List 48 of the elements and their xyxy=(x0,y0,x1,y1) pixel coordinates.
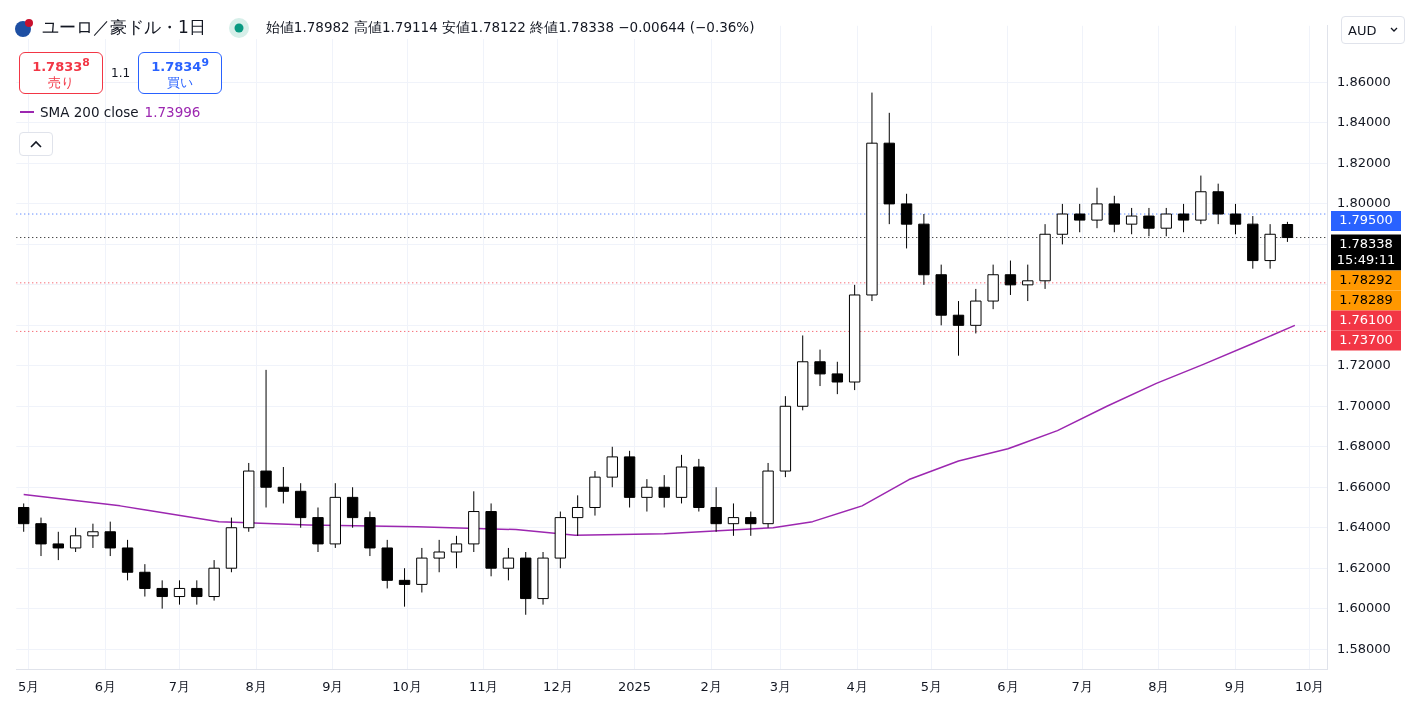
x-tick-label: 9月 xyxy=(322,678,344,694)
y-tick-label: 1.84000 xyxy=(1337,114,1391,130)
annotation: 1.7834$^{9}$ xyxy=(150,56,210,75)
x-tick-label: 6月 xyxy=(94,678,116,694)
annotation: 1.1 xyxy=(111,66,131,80)
annotation: 1.73996 xyxy=(144,104,201,120)
y-tick-label: 1.86000 xyxy=(1337,73,1391,89)
y-tick-label: 1.72000 xyxy=(1337,357,1391,373)
x-tick-label: 3月 xyxy=(769,678,792,694)
y-tick-label: 1.66000 xyxy=(1337,478,1391,494)
x-tick-label: 5月 xyxy=(920,678,942,694)
x-tick-label: 7月 xyxy=(168,678,191,694)
x-tick-label: 8月 xyxy=(245,678,267,694)
x-tick-label: 4月 xyxy=(846,678,868,694)
y-tick-label: 1.64000 xyxy=(1337,519,1391,535)
x-tick-label: 9月 xyxy=(1224,678,1247,694)
x-tick-label: 12月 xyxy=(543,678,573,694)
y-tick-label: 1.80000 xyxy=(1337,195,1391,211)
ref-line-label: 1.76100 xyxy=(1339,311,1393,327)
candlestick xyxy=(1091,187,1103,229)
text: AUD xyxy=(1348,22,1377,38)
x-tick-label: 6月 xyxy=(997,678,1019,694)
x-tick-label: 5月 xyxy=(17,678,40,694)
y-tick-label: 1.70000 xyxy=(1337,397,1391,413)
y-tick-label: 1.62000 xyxy=(1337,559,1391,575)
annotation: 買い xyxy=(166,74,195,93)
annotation: 売り xyxy=(47,74,75,93)
ref-line-label: 1.73700 xyxy=(1339,331,1393,347)
candlestick xyxy=(35,517,47,557)
y-tick-label: 1.60000 xyxy=(1337,600,1391,616)
x-tick-label: 11月 xyxy=(468,678,499,694)
x-tick-label: 2月 xyxy=(700,678,722,694)
y-tick-label: 1.68000 xyxy=(1337,438,1391,454)
y-tick-label: 1.82000 xyxy=(1337,154,1391,170)
text: 1.78289 xyxy=(1339,291,1393,307)
chart-subtitle: 始値1.78982 高値1.79114 安値1.78122 終値1.78338 −0.00644 (−0.36%) xyxy=(265,18,755,37)
x-tick-label: 2025 xyxy=(617,678,652,694)
x-tick-label: 10月 xyxy=(392,678,422,694)
ref-line-label: 1.79500 xyxy=(1339,212,1393,228)
ref-line-label: 1.78338 15:49:11 xyxy=(1336,235,1396,267)
chart-title: ユーロ／豪ドル・1日 xyxy=(42,16,206,39)
x-tick-label: 10月 xyxy=(1294,678,1325,694)
text: 1.78292 xyxy=(1339,271,1393,287)
x-tick-label: 8月 xyxy=(1148,678,1170,694)
x-tick-label: 7月 xyxy=(1071,678,1093,694)
legend-label: SMA 200 close xyxy=(40,104,139,120)
annotation: 1.7833$^{8}$ xyxy=(31,56,91,75)
y-tick-label: 1.58000 xyxy=(1337,640,1391,656)
